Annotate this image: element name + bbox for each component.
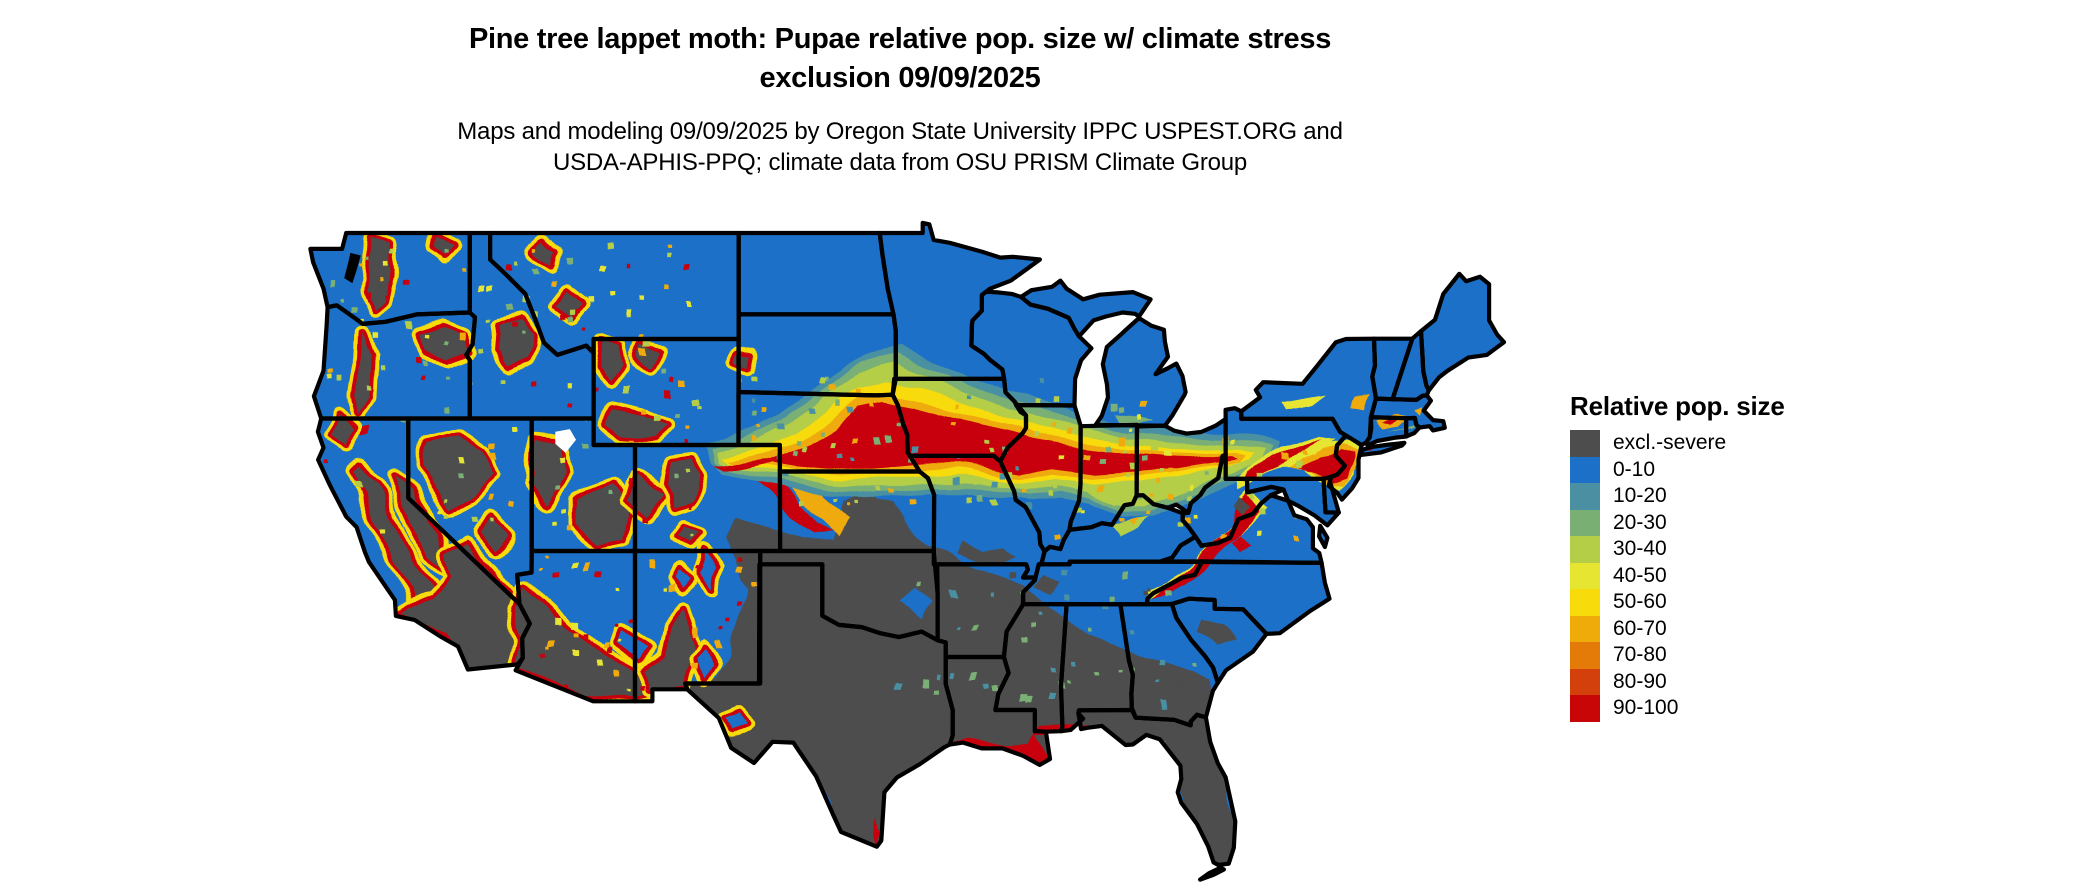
- legend-item: 70-80: [1570, 642, 1785, 669]
- state-border-mil: [1093, 316, 1188, 428]
- state-fill-nh: [1392, 331, 1429, 400]
- subtitle-line-1: Maps and modeling 09/09/2025 by Oregon S…: [457, 118, 1343, 145]
- legend-label: 0-10: [1613, 457, 1656, 481]
- legend-label: 90-100: [1613, 696, 1679, 719]
- legend-label: 40-50: [1613, 563, 1667, 587]
- state-border-miu: [1018, 278, 1153, 339]
- legend-swatch: [1570, 695, 1600, 722]
- legend-swatch: [1570, 509, 1600, 536]
- state-border-fl: [1076, 707, 1238, 868]
- subtitle-line-2: USDA-APHIS-PPQ; climate data from OSU PR…: [552, 149, 1248, 176]
- legend-label: 60-70: [1613, 616, 1667, 640]
- legend-item: 50-60: [1570, 589, 1785, 616]
- state-border-me: [1418, 271, 1507, 393]
- state-border-tx: [683, 562, 955, 849]
- state-fill-wv: [1182, 454, 1284, 546]
- state-fill-mil: [1095, 318, 1186, 426]
- puget-sound: [344, 252, 361, 284]
- state-fill-vt: [1372, 338, 1413, 400]
- legend-item: 30-40: [1570, 536, 1785, 563]
- figure-subtitle: Maps and modeling 09/09/2025 by Oregon S…: [0, 116, 1800, 178]
- title-line-1: Pine tree lappet moth: Pupae relative po…: [468, 23, 1332, 55]
- legend-item: excl.-severe: [1570, 430, 1785, 457]
- legend-swatch: [1570, 430, 1600, 457]
- title-line-2: exclusion 09/09/2025: [759, 62, 1041, 94]
- legend-item: 80-90: [1570, 668, 1785, 695]
- state-border-nc: [1144, 559, 1332, 636]
- map-state-borders: [308, 220, 1507, 882]
- legend-label: 70-80: [1613, 643, 1667, 666]
- state-fill-mn: [879, 222, 1040, 379]
- state-fill-nd: [738, 233, 894, 315]
- legend-item: 60-70: [1570, 615, 1785, 642]
- legend-swatch: [1570, 483, 1600, 510]
- legend-label: 20-30: [1613, 510, 1667, 534]
- legend-title: Relative pop. size: [1570, 391, 1785, 421]
- legend-item: 40-50: [1570, 562, 1785, 589]
- legend-swatch: [1570, 536, 1600, 563]
- legend-label: 10-20: [1613, 484, 1667, 507]
- great-salt-lake: [555, 429, 576, 453]
- legend-swatch: [1570, 589, 1600, 616]
- state-fill-tn: [1022, 561, 1203, 605]
- legend-item: 0-10: [1570, 456, 1785, 483]
- figure-title: Pine tree lappet moth: Pupae relative po…: [0, 20, 1800, 98]
- map-water-layer: [555, 429, 576, 453]
- legend-label: 50-60: [1613, 590, 1667, 613]
- legend-swatch: [1570, 615, 1600, 642]
- legend-items: excl.-severe 0-10 10-20 20-30 30-40 40-50 50-6…: [1570, 430, 1785, 722]
- legend-label: 30-40: [1613, 537, 1667, 560]
- legend-item: 10-20: [1570, 483, 1785, 510]
- legend-label: excl.-severe: [1613, 431, 1727, 454]
- state-border-fk: [1198, 865, 1226, 882]
- state-fill-nc: [1146, 561, 1330, 634]
- state-fill-me: [1421, 273, 1504, 391]
- state-border-vae: [1317, 523, 1330, 550]
- legend-item: 20-30: [1570, 509, 1785, 536]
- legend-swatch: [1570, 668, 1600, 695]
- legend-swatch: [1570, 562, 1600, 589]
- legend-label: 80-90: [1613, 669, 1667, 693]
- legend-item: 90-100: [1570, 695, 1785, 722]
- state-border-li: [1358, 440, 1407, 458]
- state-fill-wi: [971, 291, 1092, 406]
- legend-swatch: [1570, 642, 1600, 669]
- map-legend: Relative pop. size excl.-severe 0-10 10-20…: [1570, 392, 1785, 722]
- legend-swatch: [1570, 456, 1600, 483]
